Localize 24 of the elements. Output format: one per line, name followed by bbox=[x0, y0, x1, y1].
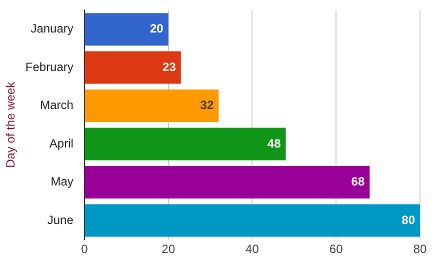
y-tick-label: February bbox=[25, 60, 74, 74]
bar bbox=[84, 204, 420, 237]
bar bbox=[84, 166, 370, 198]
bar bbox=[84, 128, 286, 160]
y-tick-label: April bbox=[49, 136, 74, 150]
y-tick-label: January bbox=[30, 22, 74, 36]
x-tick-label: 60 bbox=[329, 242, 344, 256]
x-tick-label: 80 bbox=[413, 242, 427, 256]
data-label: 68 bbox=[351, 174, 365, 189]
bar bbox=[84, 90, 219, 122]
y-tick-label: March bbox=[40, 98, 74, 112]
data-label: 48 bbox=[267, 136, 282, 150]
data-label: 23 bbox=[162, 60, 176, 74]
bar bbox=[84, 51, 181, 84]
x-tick-label: 20 bbox=[162, 242, 176, 256]
data-label: 80 bbox=[402, 212, 416, 227]
y-tick-label: May bbox=[50, 174, 74, 189]
y-axis-title: Day of the week bbox=[4, 80, 18, 168]
y-tick-label: June bbox=[47, 212, 74, 227]
x-tick-label: 40 bbox=[246, 242, 260, 256]
data-label: 32 bbox=[200, 98, 214, 112]
data-label: 20 bbox=[150, 22, 164, 36]
bar bbox=[84, 13, 168, 46]
x-tick-label: 0 bbox=[81, 242, 88, 256]
